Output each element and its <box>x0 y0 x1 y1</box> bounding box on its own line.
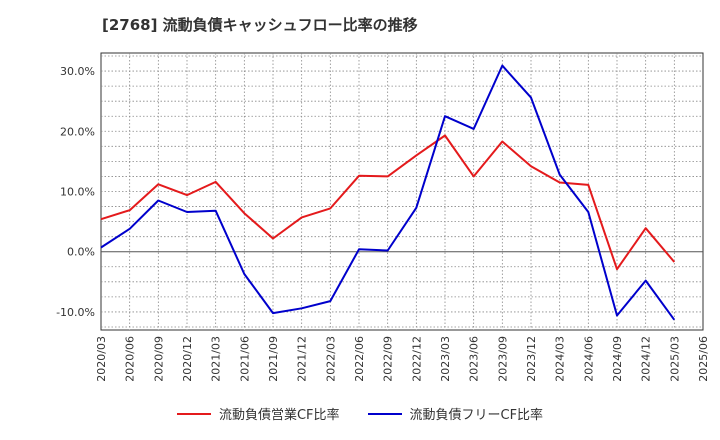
x-tick-label: 2022/03 <box>324 336 337 382</box>
y-tick-label: 20.0% <box>60 125 95 138</box>
x-tick-label: 2025/06 <box>697 336 710 382</box>
x-tick-label: 2024/06 <box>582 336 595 382</box>
y-tick-label: 0.0% <box>67 246 95 259</box>
series-line-0 <box>100 134 676 271</box>
x-tick-label: 2021/09 <box>267 336 280 382</box>
legend-swatch-red <box>176 412 211 415</box>
x-tick-label: 2022/12 <box>410 336 423 382</box>
series-line-1 <box>100 64 676 321</box>
x-tick-label: 2021/12 <box>296 336 309 382</box>
x-tick-label: 2023/03 <box>439 336 452 382</box>
x-tick-label: 2024/03 <box>554 336 567 382</box>
y-tick-label: 30.0% <box>60 65 95 78</box>
y-tick-label: 10.0% <box>60 186 95 199</box>
legend-item-operating-cf: 流動負債営業CF比率 <box>176 404 340 423</box>
x-tick-label: 2021/06 <box>238 336 251 382</box>
y-tick-label: -10.0% <box>56 306 95 319</box>
x-tick-label: 2025/03 <box>668 336 681 382</box>
x-tick-label: 2020/09 <box>152 336 165 382</box>
x-tick-label: 2024/12 <box>640 336 653 382</box>
x-tick-label: 2022/09 <box>382 336 395 382</box>
legend-label-operating-cf: 流動負債営業CF比率 <box>218 408 340 423</box>
legend-label-free-cf: 流動負債フリーCF比率 <box>409 408 544 423</box>
x-tick-label: 2020/06 <box>124 336 137 382</box>
chart-title: [2768] 流動負債キャッシュフロー比率の推移 <box>102 16 418 34</box>
x-tick-label: 2022/06 <box>353 336 366 382</box>
x-tick-label: 2020/03 <box>95 336 108 382</box>
x-tick-label: 2021/03 <box>210 336 223 382</box>
y-tick-labels: 30.0% 20.0% 10.0% 0.0% -10.0% <box>56 65 95 319</box>
legend-item-free-cf: 流動負債フリーCF比率 <box>367 404 544 423</box>
x-tick-labels: 2020/03 2020/06 2020/09 2020/12 2021/03 2021/… <box>95 336 710 382</box>
legend: 流動負債営業CF比率 流動負債フリーCF比率 <box>0 404 720 423</box>
grid-lines <box>101 53 703 330</box>
x-tick-label: 2023/09 <box>496 336 509 382</box>
x-tick-label: 2023/06 <box>468 336 481 382</box>
x-tick-label: 2023/12 <box>525 336 538 382</box>
x-tick-label: 2024/09 <box>611 336 624 382</box>
legend-swatch-blue <box>367 412 402 415</box>
x-tick-label: 2020/12 <box>181 336 194 382</box>
series-lines <box>100 64 676 321</box>
